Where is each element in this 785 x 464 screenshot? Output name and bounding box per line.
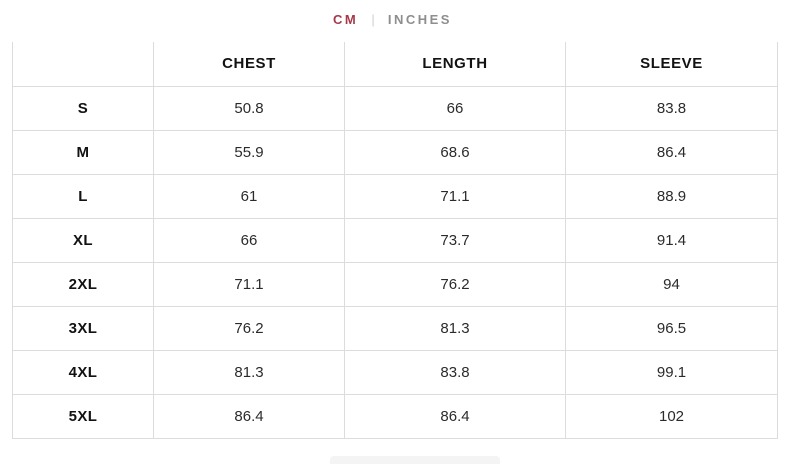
- measurement-value: 50.8: [153, 85, 345, 131]
- unit-toggle: CM | INCHES: [0, 12, 785, 27]
- measurement-value: 96.5: [565, 305, 778, 351]
- size-label: 4XL: [12, 349, 154, 395]
- table-row: L 61 71.1 88.9: [12, 173, 778, 219]
- measurement-value: 88.9: [565, 173, 778, 219]
- unit-toggle-separator: |: [371, 12, 375, 27]
- table-row: XL 66 73.7 91.4: [12, 217, 778, 263]
- measurement-value: 86.4: [344, 393, 566, 439]
- table-row: 3XL 76.2 81.3 96.5: [12, 305, 778, 351]
- measurement-value: 61: [153, 173, 345, 219]
- table-row: M 55.9 68.6 86.4: [12, 129, 778, 175]
- column-header-sleeve: SLEEVE: [565, 42, 778, 87]
- size-chart-table: CHEST LENGTH SLEEVE S 50.8 66 83.8 M 55.9 68.6 86…: [12, 42, 778, 439]
- table-body: S 50.8 66 83.8 M 55.9 68.6 86.4 L 61 71.1 88.9 XL 66 7…: [12, 85, 778, 439]
- measurement-value: 76.2: [153, 305, 345, 351]
- measurement-value: 86.4: [153, 393, 345, 439]
- measurement-value: 71.1: [344, 173, 566, 219]
- table-row: S 50.8 66 83.8: [12, 85, 778, 131]
- measurement-value: 83.8: [565, 85, 778, 131]
- measurement-value: 71.1: [153, 261, 345, 307]
- size-label: L: [12, 173, 154, 219]
- measurement-value: 66: [344, 85, 566, 131]
- unit-toggle-inches[interactable]: INCHES: [387, 12, 452, 27]
- measurement-value: 55.9: [153, 129, 345, 175]
- measurement-value: 83.8: [344, 349, 566, 395]
- measurement-value: 76.2: [344, 261, 566, 307]
- bottom-partial-button[interactable]: [330, 456, 500, 464]
- size-label: S: [12, 85, 154, 131]
- column-header-length: LENGTH: [344, 42, 566, 87]
- table-header-row: CHEST LENGTH SLEEVE: [12, 42, 778, 87]
- measurement-value: 102: [565, 393, 778, 439]
- table-row: 5XL 86.4 86.4 102: [12, 393, 778, 439]
- size-label: XL: [12, 217, 154, 263]
- measurement-value: 66: [153, 217, 345, 263]
- measurement-value: 68.6: [344, 129, 566, 175]
- measurement-value: 81.3: [153, 349, 345, 395]
- column-header-size: [12, 42, 154, 87]
- size-label: 2XL: [12, 261, 154, 307]
- size-label: 3XL: [12, 305, 154, 351]
- measurement-value: 94: [565, 261, 778, 307]
- size-label: 5XL: [12, 393, 154, 439]
- measurement-value: 73.7: [344, 217, 566, 263]
- measurement-value: 81.3: [344, 305, 566, 351]
- measurement-value: 91.4: [565, 217, 778, 263]
- table-row: 2XL 71.1 76.2 94: [12, 261, 778, 307]
- size-label: M: [12, 129, 154, 175]
- table-row: 4XL 81.3 83.8 99.1: [12, 349, 778, 395]
- measurement-value: 86.4: [565, 129, 778, 175]
- measurement-value: 99.1: [565, 349, 778, 395]
- unit-toggle-cm[interactable]: CM: [333, 12, 359, 27]
- column-header-chest: CHEST: [153, 42, 345, 87]
